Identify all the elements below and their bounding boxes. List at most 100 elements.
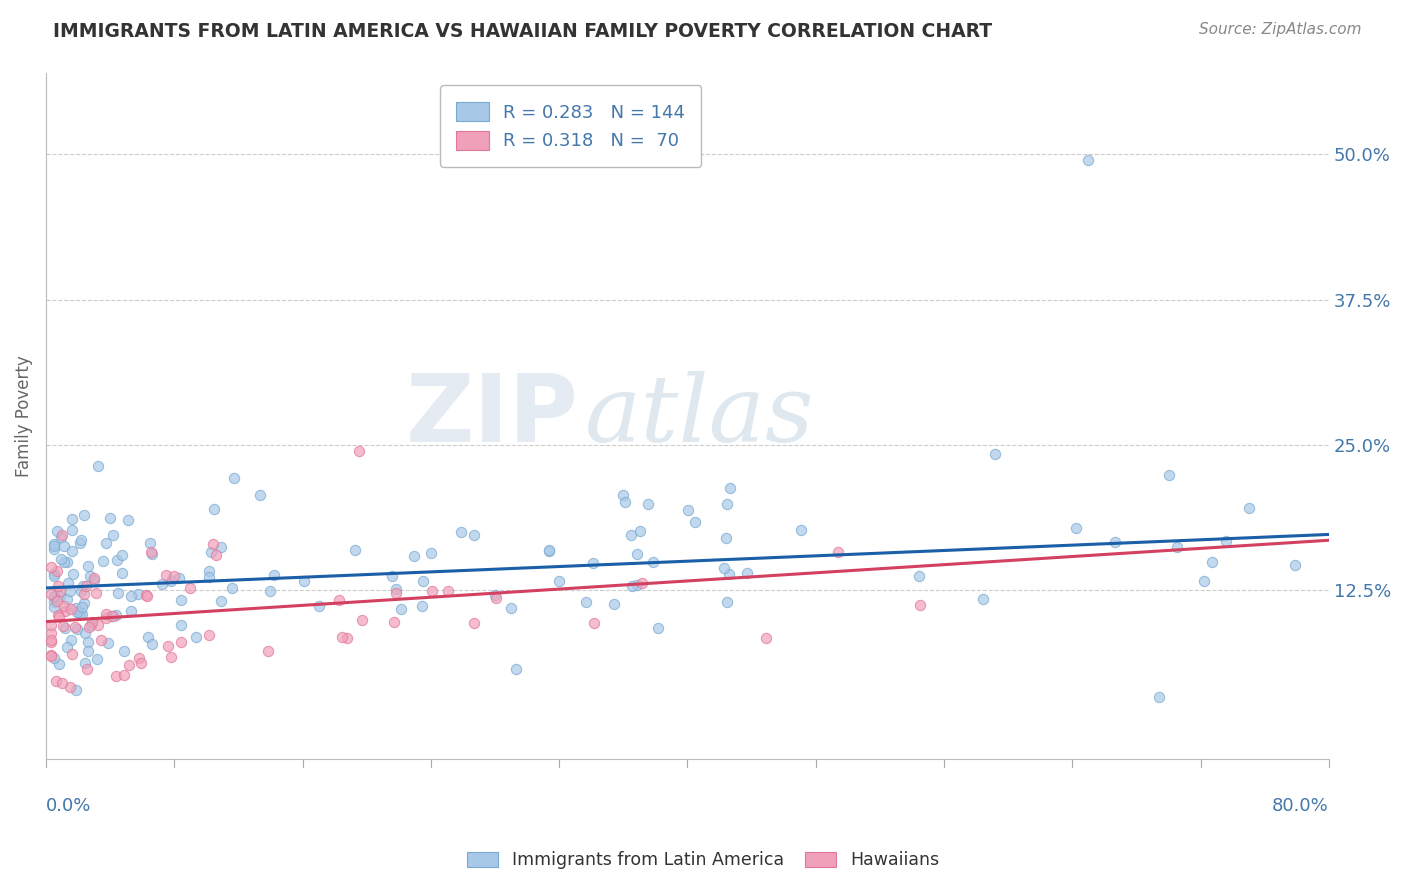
Point (735, 566, 758, 580)
Point (718, 481, 741, 495)
Point (259, 584, 281, 599)
Point (65, 601, 87, 615)
Point (628, 524, 651, 538)
Point (827, 545, 849, 559)
Point (141, 547, 163, 561)
Point (70, 607, 93, 622)
Point (717, 566, 740, 581)
Point (463, 615, 485, 630)
Point (224, 471, 246, 485)
Point (209, 540, 232, 554)
Point (984, 447, 1007, 461)
Text: Source: ZipAtlas.com: Source: ZipAtlas.com (1198, 22, 1361, 37)
Point (170, 617, 193, 632)
Point (59, 633, 82, 648)
Point (198, 628, 221, 642)
Point (80, 615, 103, 629)
Point (179, 582, 201, 596)
Point (159, 574, 181, 588)
Point (1237, 500, 1260, 515)
Point (575, 595, 598, 609)
Point (385, 582, 408, 596)
Point (39, 632, 62, 647)
Point (499, 601, 522, 615)
Point (583, 615, 606, 630)
Point (612, 488, 634, 502)
Point (186, 630, 208, 644)
Point (412, 574, 434, 588)
Point (39, 560, 62, 574)
Point (420, 583, 443, 598)
Point (344, 543, 367, 558)
Point (44, 589, 66, 603)
Point (84, 586, 107, 600)
Point (790, 523, 813, 537)
Point (713, 561, 735, 575)
Point (60, 648, 83, 662)
Point (75, 579, 97, 593)
Point (548, 574, 571, 588)
Point (155, 567, 177, 582)
Point (1077, 153, 1099, 168)
Point (129, 657, 152, 671)
Point (621, 579, 644, 593)
Point (485, 591, 508, 606)
Point (308, 599, 330, 613)
Point (53, 604, 76, 618)
Point (257, 644, 280, 658)
Point (77, 558, 100, 573)
Point (330, 630, 353, 644)
Point (72, 508, 94, 523)
Point (73, 587, 96, 601)
Point (75, 626, 97, 640)
Point (86, 617, 108, 632)
Point (51, 527, 73, 541)
Point (44, 651, 66, 665)
Point (107, 553, 129, 567)
Point (160, 649, 183, 664)
Point (86, 458, 108, 473)
Point (62, 566, 84, 581)
Point (76, 635, 98, 649)
Point (44, 537, 66, 551)
Point (83, 573, 105, 587)
Point (63, 620, 86, 634)
Point (104, 669, 127, 683)
Point (209, 594, 232, 608)
Point (98, 510, 121, 524)
Point (69, 536, 91, 550)
Point (44, 595, 66, 609)
Point (96, 611, 118, 625)
Point (626, 547, 648, 561)
Point (51, 552, 73, 566)
Point (39, 617, 62, 632)
Point (141, 545, 163, 559)
Point (714, 531, 737, 545)
Point (582, 556, 605, 570)
Point (127, 587, 149, 601)
Point (972, 592, 994, 607)
Point (156, 640, 179, 654)
Point (67, 605, 90, 619)
Point (59, 680, 82, 694)
Point (44, 539, 66, 553)
Point (39, 648, 62, 662)
Point (72, 579, 94, 593)
Point (53, 599, 76, 613)
Point (128, 650, 150, 665)
Point (626, 578, 648, 592)
Y-axis label: Family Poverty: Family Poverty (15, 355, 32, 476)
Point (647, 622, 669, 636)
Point (52, 539, 75, 553)
Point (69, 607, 91, 621)
Point (637, 497, 659, 511)
Point (60, 543, 83, 558)
Point (49, 530, 72, 544)
Point (437, 584, 460, 599)
Point (198, 564, 221, 578)
Point (201, 537, 224, 551)
Point (117, 512, 139, 526)
Text: atlas: atlas (585, 371, 814, 461)
Point (48, 589, 70, 603)
Point (1192, 574, 1215, 589)
